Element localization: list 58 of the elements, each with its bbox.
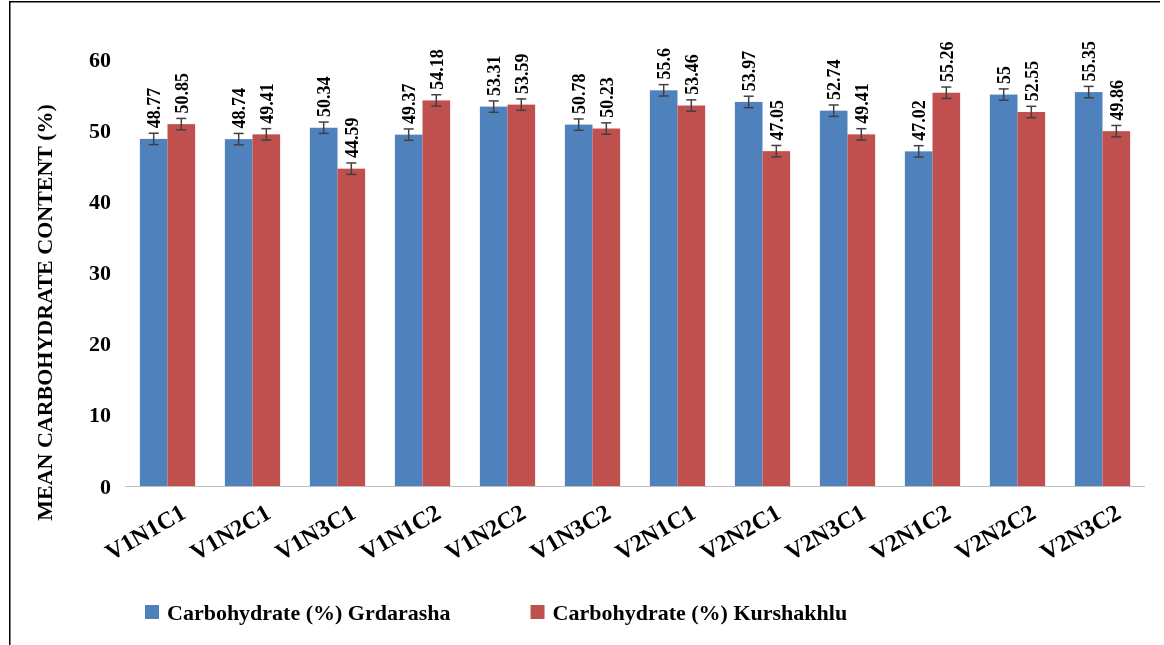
bar <box>1074 92 1103 486</box>
data-label: 47.02 <box>908 100 929 141</box>
bar <box>422 100 451 486</box>
bar <box>309 127 338 486</box>
bar <box>394 134 423 486</box>
data-label: 53.97 <box>738 50 759 92</box>
bar <box>564 124 593 486</box>
data-label: 49.41 <box>851 83 872 124</box>
y-tick-label: 30 <box>89 260 111 286</box>
legend-label: Carbohydrate (%) Grdarasha <box>167 599 451 625</box>
data-label: 53.59 <box>511 53 532 94</box>
bar <box>734 101 763 486</box>
bar <box>252 134 281 486</box>
data-label: 48.74 <box>228 87 249 129</box>
bar <box>1017 112 1046 486</box>
bar <box>507 104 536 486</box>
data-label: 53.31 <box>483 55 504 96</box>
data-label: 55.6 <box>653 48 674 80</box>
data-label: 49.86 <box>1106 79 1127 121</box>
bar <box>904 151 933 486</box>
bar <box>337 168 366 486</box>
y-axis-title: MEAN CARBOHYDRATE CONTENT (%) <box>32 104 57 521</box>
y-tick-label: 0 <box>100 473 111 499</box>
bar <box>167 124 196 486</box>
bar <box>847 134 876 486</box>
data-label: 47.05 <box>766 99 787 141</box>
y-tick-label: 20 <box>89 331 111 357</box>
data-label: 50.23 <box>596 77 617 118</box>
y-tick-label: 60 <box>89 46 111 72</box>
data-label: 52.74 <box>823 59 844 100</box>
y-tick-label: 10 <box>89 402 111 428</box>
data-label: 55.35 <box>1078 40 1099 82</box>
bar <box>762 151 791 486</box>
bar <box>989 94 1018 486</box>
data-label: 50.34 <box>313 76 334 118</box>
data-label: 55.26 <box>936 41 957 83</box>
data-label: 44.59 <box>341 117 362 158</box>
bar <box>677 105 706 486</box>
bar <box>1102 131 1131 486</box>
data-label: 48.77 <box>143 87 164 129</box>
bar <box>479 106 508 486</box>
data-label: 50.78 <box>568 73 589 114</box>
bar <box>224 139 253 486</box>
bar <box>139 138 168 486</box>
data-label: 49.41 <box>256 83 277 124</box>
y-tick-label: 40 <box>89 188 111 214</box>
data-label: 49.37 <box>398 83 419 124</box>
bar <box>592 128 621 486</box>
data-label: 54.18 <box>426 49 447 90</box>
data-label: 52.55 <box>1021 60 1042 102</box>
bar <box>819 110 848 486</box>
bar <box>649 90 678 486</box>
data-label: 55 <box>993 65 1014 84</box>
legend-label: Carbohydrate (%) Kurshakhlu <box>552 599 848 625</box>
bar <box>932 92 961 486</box>
data-label: 53.46 <box>681 54 702 95</box>
y-tick-label: 50 <box>89 117 111 143</box>
data-label: 50.85 <box>171 72 192 114</box>
